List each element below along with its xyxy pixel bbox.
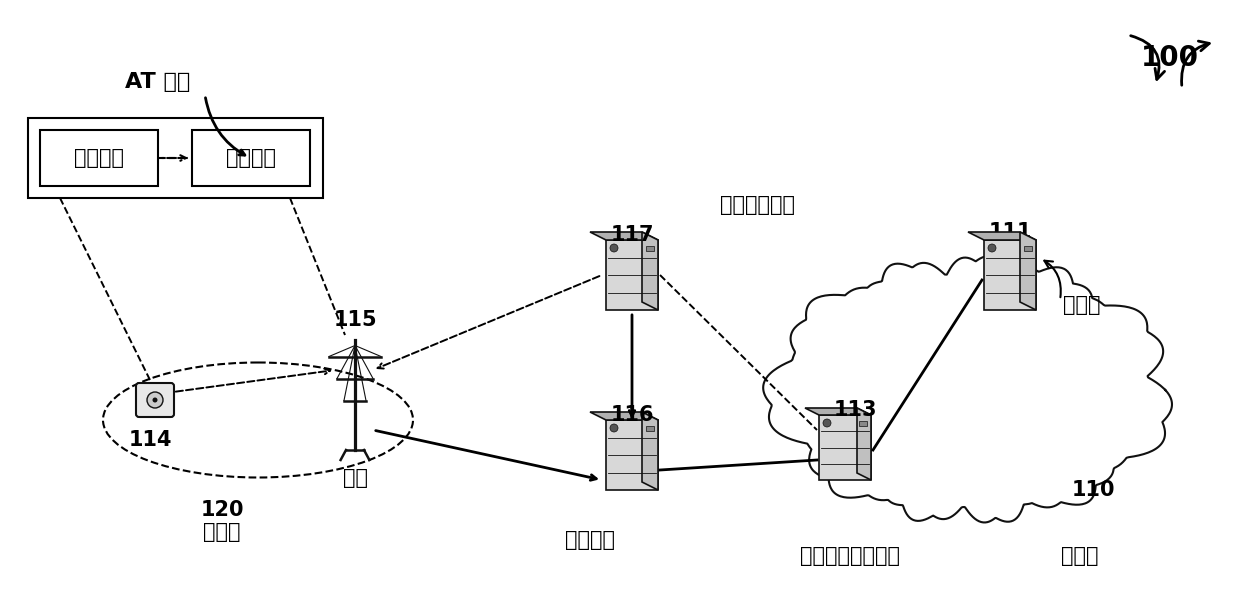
Polygon shape: [642, 232, 658, 310]
Circle shape: [610, 424, 618, 432]
FancyBboxPatch shape: [40, 130, 157, 186]
Text: 117: 117: [610, 225, 653, 245]
Circle shape: [610, 244, 618, 252]
Text: 接入网: 接入网: [203, 522, 241, 542]
Circle shape: [988, 244, 996, 252]
Polygon shape: [857, 408, 870, 480]
Text: 115: 115: [334, 310, 377, 330]
FancyBboxPatch shape: [1024, 246, 1032, 251]
Text: 120: 120: [200, 500, 244, 520]
FancyBboxPatch shape: [29, 118, 322, 198]
Polygon shape: [606, 240, 658, 310]
FancyBboxPatch shape: [646, 426, 653, 431]
Polygon shape: [818, 415, 870, 480]
Text: 分组数据网络网关: 分组数据网络网关: [800, 546, 900, 566]
Text: 服务网关: 服务网关: [565, 530, 615, 550]
Polygon shape: [590, 232, 658, 240]
Circle shape: [148, 392, 162, 408]
Polygon shape: [606, 420, 658, 490]
Text: 基站: 基站: [342, 468, 367, 488]
Polygon shape: [968, 232, 1035, 240]
FancyArrowPatch shape: [1131, 36, 1164, 80]
Text: 114: 114: [128, 430, 172, 450]
Text: 服务器: 服务器: [1063, 295, 1101, 315]
Text: 100: 100: [1141, 44, 1199, 72]
Polygon shape: [805, 408, 870, 415]
Circle shape: [823, 419, 831, 427]
Text: 110: 110: [1071, 480, 1115, 500]
Polygon shape: [1021, 232, 1035, 310]
Text: 111: 111: [988, 222, 1032, 242]
FancyBboxPatch shape: [192, 130, 310, 186]
Text: 116: 116: [610, 405, 653, 425]
FancyBboxPatch shape: [859, 421, 867, 426]
Text: AT 命令: AT 命令: [125, 72, 191, 92]
Text: 移动终端: 移动终端: [226, 148, 277, 168]
FancyBboxPatch shape: [136, 383, 174, 417]
Polygon shape: [985, 240, 1035, 310]
FancyBboxPatch shape: [646, 246, 653, 251]
Polygon shape: [590, 412, 658, 420]
FancyArrowPatch shape: [1182, 41, 1209, 85]
FancyArrowPatch shape: [1044, 261, 1060, 297]
Text: 终端设备: 终端设备: [74, 148, 124, 168]
Text: 核心网: 核心网: [1061, 546, 1099, 566]
Text: 113: 113: [833, 400, 877, 420]
Text: 移动管理节点: 移动管理节点: [720, 195, 795, 215]
Polygon shape: [642, 412, 658, 490]
Circle shape: [153, 398, 157, 402]
